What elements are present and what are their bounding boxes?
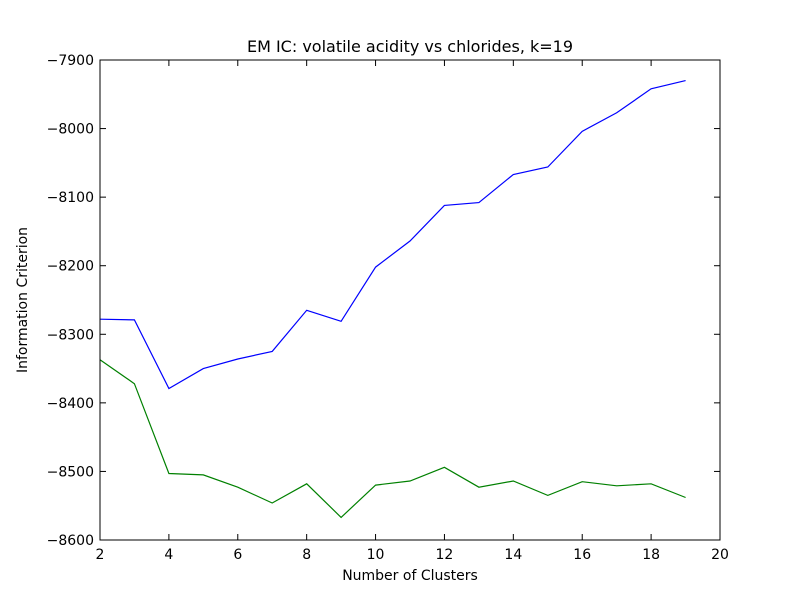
series-line-1 — [99, 80, 686, 390]
y-tick-label: −7900 — [47, 53, 94, 69]
y-tick-label: −8000 — [47, 122, 94, 138]
chart-title: EM IC: volatile acidity vs chlorides, k=… — [247, 37, 573, 56]
x-tick-label: 16 — [573, 547, 591, 563]
x-tick-label: 8 — [302, 547, 311, 563]
y-tick-label: −8400 — [47, 396, 94, 412]
series-line-2 — [99, 359, 686, 519]
series-layer — [99, 80, 686, 519]
x-tick-label: 18 — [642, 547, 660, 563]
x-tick-label: 20 — [711, 547, 729, 563]
x-tick-label: 10 — [367, 547, 385, 563]
y-tick-label: −8500 — [47, 464, 94, 480]
y-tick-label: −8100 — [47, 190, 94, 206]
y-tick-label: −8300 — [47, 327, 94, 343]
plot-frame — [99, 59, 721, 541]
y-axis-label: Information Criterion — [15, 227, 31, 373]
x-axis: 2 4 6 8 10 12 14 16 18 20 — [96, 60, 729, 563]
y-tick-label: −8600 — [47, 533, 94, 549]
x-axis-label: Number of Clusters — [342, 568, 478, 584]
x-tick-label: 12 — [436, 547, 454, 563]
x-tick-label: 2 — [96, 547, 105, 563]
x-tick-label: 14 — [504, 547, 522, 563]
x-tick-label: 6 — [233, 547, 242, 563]
y-axis: −7900 −8000 −8100 −8200 −8300 −8400 −8500 −8600 — [47, 53, 720, 549]
y-tick-label: −8200 — [47, 259, 94, 275]
x-tick-label: 4 — [164, 547, 173, 563]
